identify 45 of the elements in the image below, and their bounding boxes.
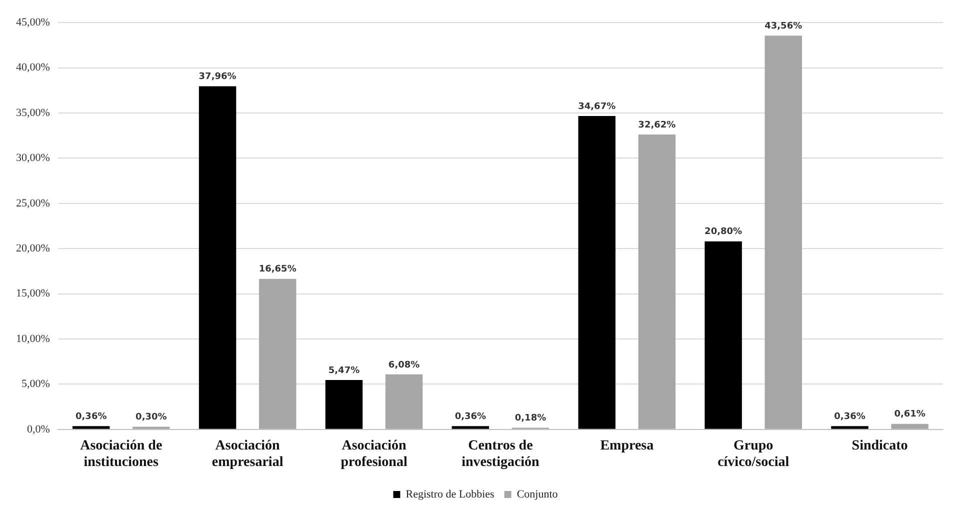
data-label: 0,18% — [514, 414, 546, 424]
data-label: 20,80% — [704, 227, 742, 238]
data-label: 32,62% — [638, 120, 676, 130]
y-tick-label: 0,0% — [26, 423, 50, 436]
data-label: 34,67% — [578, 102, 616, 112]
x-tick-label: Asociación de instituciones — [80, 438, 162, 470]
bar — [764, 36, 802, 429]
x-tick-label: Empresa — [600, 438, 654, 454]
x-tick-label: Asociación profesional — [340, 438, 408, 470]
x-tick-label: Asociación empresarial — [212, 438, 284, 470]
y-tick-label: 25,00% — [16, 197, 50, 210]
data-label: 0,36% — [454, 412, 486, 422]
legend-label: Registro de Lobbies — [406, 488, 494, 500]
x-tick-label: Centros de investigación — [462, 438, 540, 470]
y-tick-label: 30,00% — [16, 152, 50, 164]
data-label: 6,08% — [388, 360, 420, 370]
y-tick-label: 20,00% — [16, 242, 50, 254]
bar — [325, 380, 363, 429]
y-tick-label: 45,00% — [16, 16, 50, 28]
bar — [385, 374, 423, 429]
data-label: 37,96% — [198, 72, 236, 82]
bar — [452, 426, 490, 429]
bar — [891, 424, 928, 429]
bar — [578, 116, 616, 429]
y-tick-label: 40,00% — [16, 62, 50, 74]
x-tick-label: Sindicato — [852, 438, 908, 454]
y-tick-label: 10,00% — [16, 332, 50, 345]
y-tick-label: 5,00% — [21, 378, 50, 390]
legend-label: Conjunto — [516, 488, 558, 500]
data-label: 0,36% — [75, 412, 107, 422]
bar — [638, 134, 676, 429]
bar — [258, 278, 296, 429]
data-label: 16,65% — [258, 264, 296, 275]
data-label: 43,56% — [764, 21, 802, 32]
bar — [704, 241, 742, 429]
bar — [72, 426, 110, 429]
bar — [198, 86, 236, 429]
y-tick-label: 35,00% — [16, 106, 50, 119]
x-tick-label: Grupo cívico/social — [718, 438, 790, 470]
data-label: 0,36% — [834, 412, 866, 422]
bar — [831, 426, 868, 429]
data-label: 0,30% — [136, 412, 167, 423]
data-label: 5,47% — [328, 366, 360, 376]
data-label: 0,61% — [894, 410, 926, 420]
y-tick-label: 15,00% — [16, 288, 50, 300]
